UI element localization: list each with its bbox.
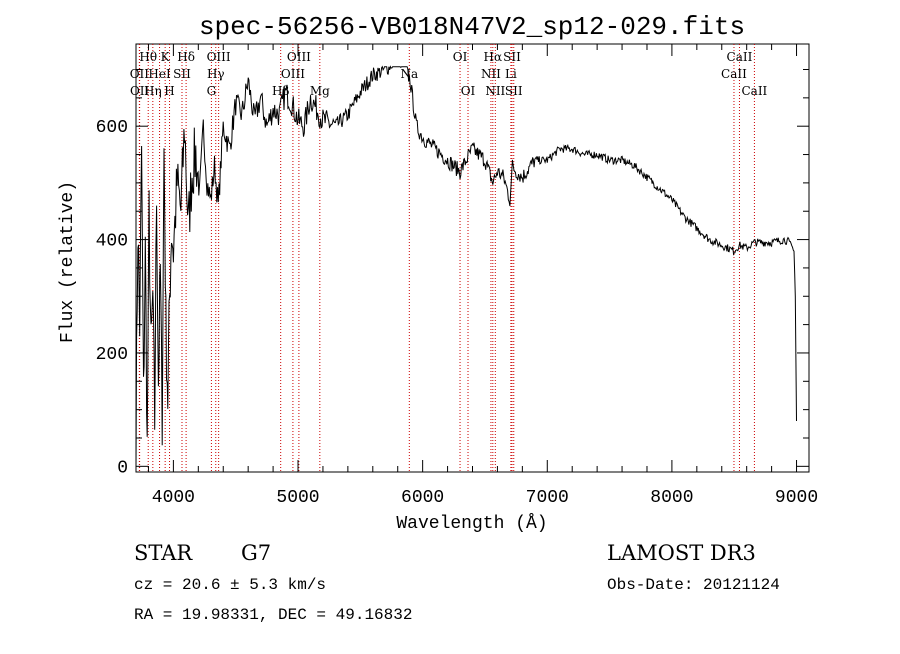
spectral-line-label: CaII [727,50,753,64]
x-tick-label: 8000 [650,488,693,508]
x-tick-label: 9000 [775,488,818,508]
y-axis-label: Flux (relative) [58,181,78,343]
spectral-line-label: CaII [741,84,767,98]
x-tick-label: 4000 [152,488,195,508]
spectral-line-label: Na [400,67,418,81]
spectral-line-label: OI [453,50,468,64]
spectral-line-label: K [161,50,171,64]
spectral-line-label: SII [173,67,191,81]
spectral-line-label: Mg [310,84,330,98]
spectral-line-label: G [207,84,217,98]
spectral-line-label: Li [505,67,517,81]
y-tick-label: 0 [117,458,128,478]
spectral-line-label: Hα [484,50,503,64]
spectral-line-label: OI [461,84,476,98]
plot-frame [135,43,810,473]
y-tick-label: 200 [96,345,128,365]
y-tick-label: 400 [96,232,128,252]
spectral-line-label: H [164,84,174,98]
spectral-line-label: OIII [281,67,305,81]
spectral-line-label: OII [130,84,150,98]
flux-line [135,65,797,467]
object-subclass: G7 [241,541,271,565]
redshift-text: cz = 20.6 ± 5.3 km/s [134,576,326,594]
spectral-line-label: NII [485,84,505,98]
spectral-line-label: OIII [207,50,231,64]
spectral-line-markers [138,44,755,472]
spectral-line-label: SII [505,84,523,98]
coordinates-text: RA = 19.98331, DEC = 49.16832 [134,606,412,624]
spectral-line-label: Hθ [139,50,157,64]
spectral-line-label: Hβ [272,84,289,98]
x-tick-label: 7000 [526,488,569,508]
spectral-line-label: OIII [287,50,311,64]
x-tick-label: 5000 [276,488,319,508]
x-tick-label: 6000 [401,488,444,508]
spectral-line-label: HeI [148,67,171,81]
spectral-line-label: Hγ [207,67,225,81]
object-class: STAR [134,541,193,565]
spectral-line-label: OII [130,67,150,81]
obs-date: Obs-Date: 20121124 [607,576,780,594]
spectral-line-label: Hη [144,84,162,98]
x-axis-label: Wavelength (Å) [396,513,547,534]
spectral-line-label: NII [481,67,501,81]
x-axis-ticks: 4000 5000 6000 7000 8000 9000 [147,44,818,508]
survey-name: LAMOST DR3 [607,541,756,565]
spectral-line-label: CaII [721,67,747,81]
y-axis-ticks: 0 200 400 600 [96,69,809,478]
y-tick-label: 600 [96,118,128,138]
chart-title: spec-56256-VB018N47V2_sp12-029.fits [199,12,745,42]
spectral-line-label: SII [503,50,521,64]
spectral-line-label: Hδ [177,50,195,64]
